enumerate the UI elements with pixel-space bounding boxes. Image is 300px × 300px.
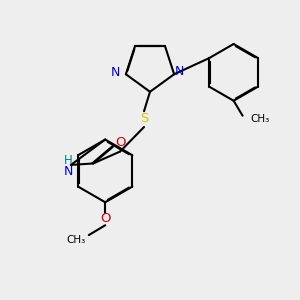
Text: H: H [64, 154, 73, 167]
Text: N: N [175, 65, 184, 78]
Text: S: S [140, 112, 148, 125]
Text: O: O [115, 136, 125, 149]
Text: N: N [111, 66, 120, 79]
Text: CH₃: CH₃ [250, 114, 269, 124]
Text: N: N [64, 165, 73, 178]
Text: CH₃: CH₃ [67, 235, 86, 244]
Text: O: O [100, 212, 110, 225]
